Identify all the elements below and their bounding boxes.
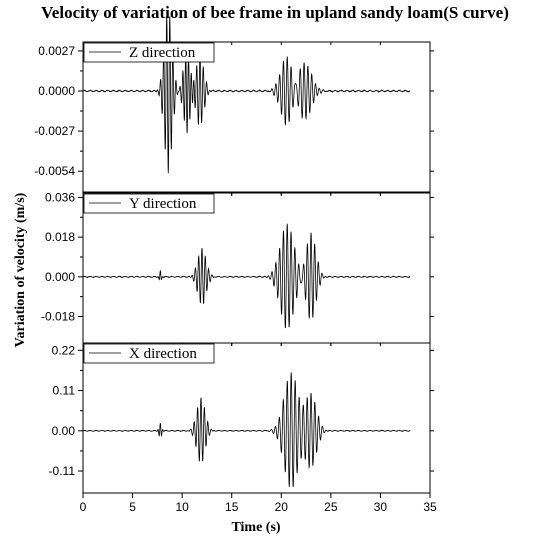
panel-3: 0.22 0.11 0.00 -0.11 X direction bbox=[49, 342, 434, 498]
panel-2: 0.036 0.018 0.000 -0.018 Y direction bbox=[41, 190, 434, 346]
y-tick-label: 0.22 bbox=[52, 343, 76, 357]
legend-box bbox=[83, 343, 215, 364]
y-tick-label: 0.0027 bbox=[38, 44, 75, 58]
series-line bbox=[82, 372, 411, 487]
y-tick-label: -0.0027 bbox=[34, 124, 75, 138]
legend-box bbox=[83, 42, 215, 63]
x-tick-label: 0 bbox=[80, 500, 87, 514]
legend: X direction bbox=[83, 343, 215, 364]
panel-frame bbox=[82, 342, 431, 494]
x-tick-label: 5 bbox=[129, 500, 136, 514]
y-tick-label: 0.000 bbox=[45, 270, 75, 284]
x-tick-label: 35 bbox=[423, 500, 437, 514]
panel-1: 0.0027 0.0000 -0.0027 -0.0054 Z direction bbox=[34, 15, 434, 195]
y-tick-label: 0.00 bbox=[52, 424, 76, 438]
legend-label: Z direction bbox=[129, 45, 196, 61]
x-tick-label: 30 bbox=[374, 500, 388, 514]
series-line bbox=[82, 223, 411, 329]
y-tick-label: -0.0054 bbox=[34, 164, 75, 178]
series-line bbox=[82, 15, 411, 174]
legend-box bbox=[83, 193, 215, 214]
x-axis: 0 5 10 15 20 25 30 35 bbox=[80, 500, 437, 514]
legend: Z direction bbox=[83, 42, 215, 63]
x-axis-label: Time (s) bbox=[231, 520, 280, 535]
y-tick-label: 0.11 bbox=[53, 384, 76, 398]
x-tick-label: 10 bbox=[175, 500, 189, 514]
legend: Y direction bbox=[83, 193, 215, 214]
x-tick-label: 15 bbox=[225, 500, 239, 514]
x-tick-label: 25 bbox=[324, 500, 338, 514]
y-tick-label: -0.11 bbox=[49, 464, 76, 478]
y-tick-label: 0.036 bbox=[45, 190, 75, 204]
legend-label: Y direction bbox=[129, 196, 197, 212]
y-tick-label: 0.0000 bbox=[38, 84, 75, 98]
legend-label: X direction bbox=[129, 346, 197, 362]
y-tick-label: -0.018 bbox=[41, 310, 75, 324]
panel-frame bbox=[82, 41, 431, 193]
x-tick-label: 20 bbox=[275, 500, 289, 514]
panel-frame bbox=[82, 192, 431, 344]
chart-title: Velocity of variation of bee frame in up… bbox=[41, 3, 509, 22]
y-axis-label: Variation of velocity (m/s) bbox=[13, 192, 28, 347]
y-tick-label: 0.018 bbox=[45, 230, 75, 244]
